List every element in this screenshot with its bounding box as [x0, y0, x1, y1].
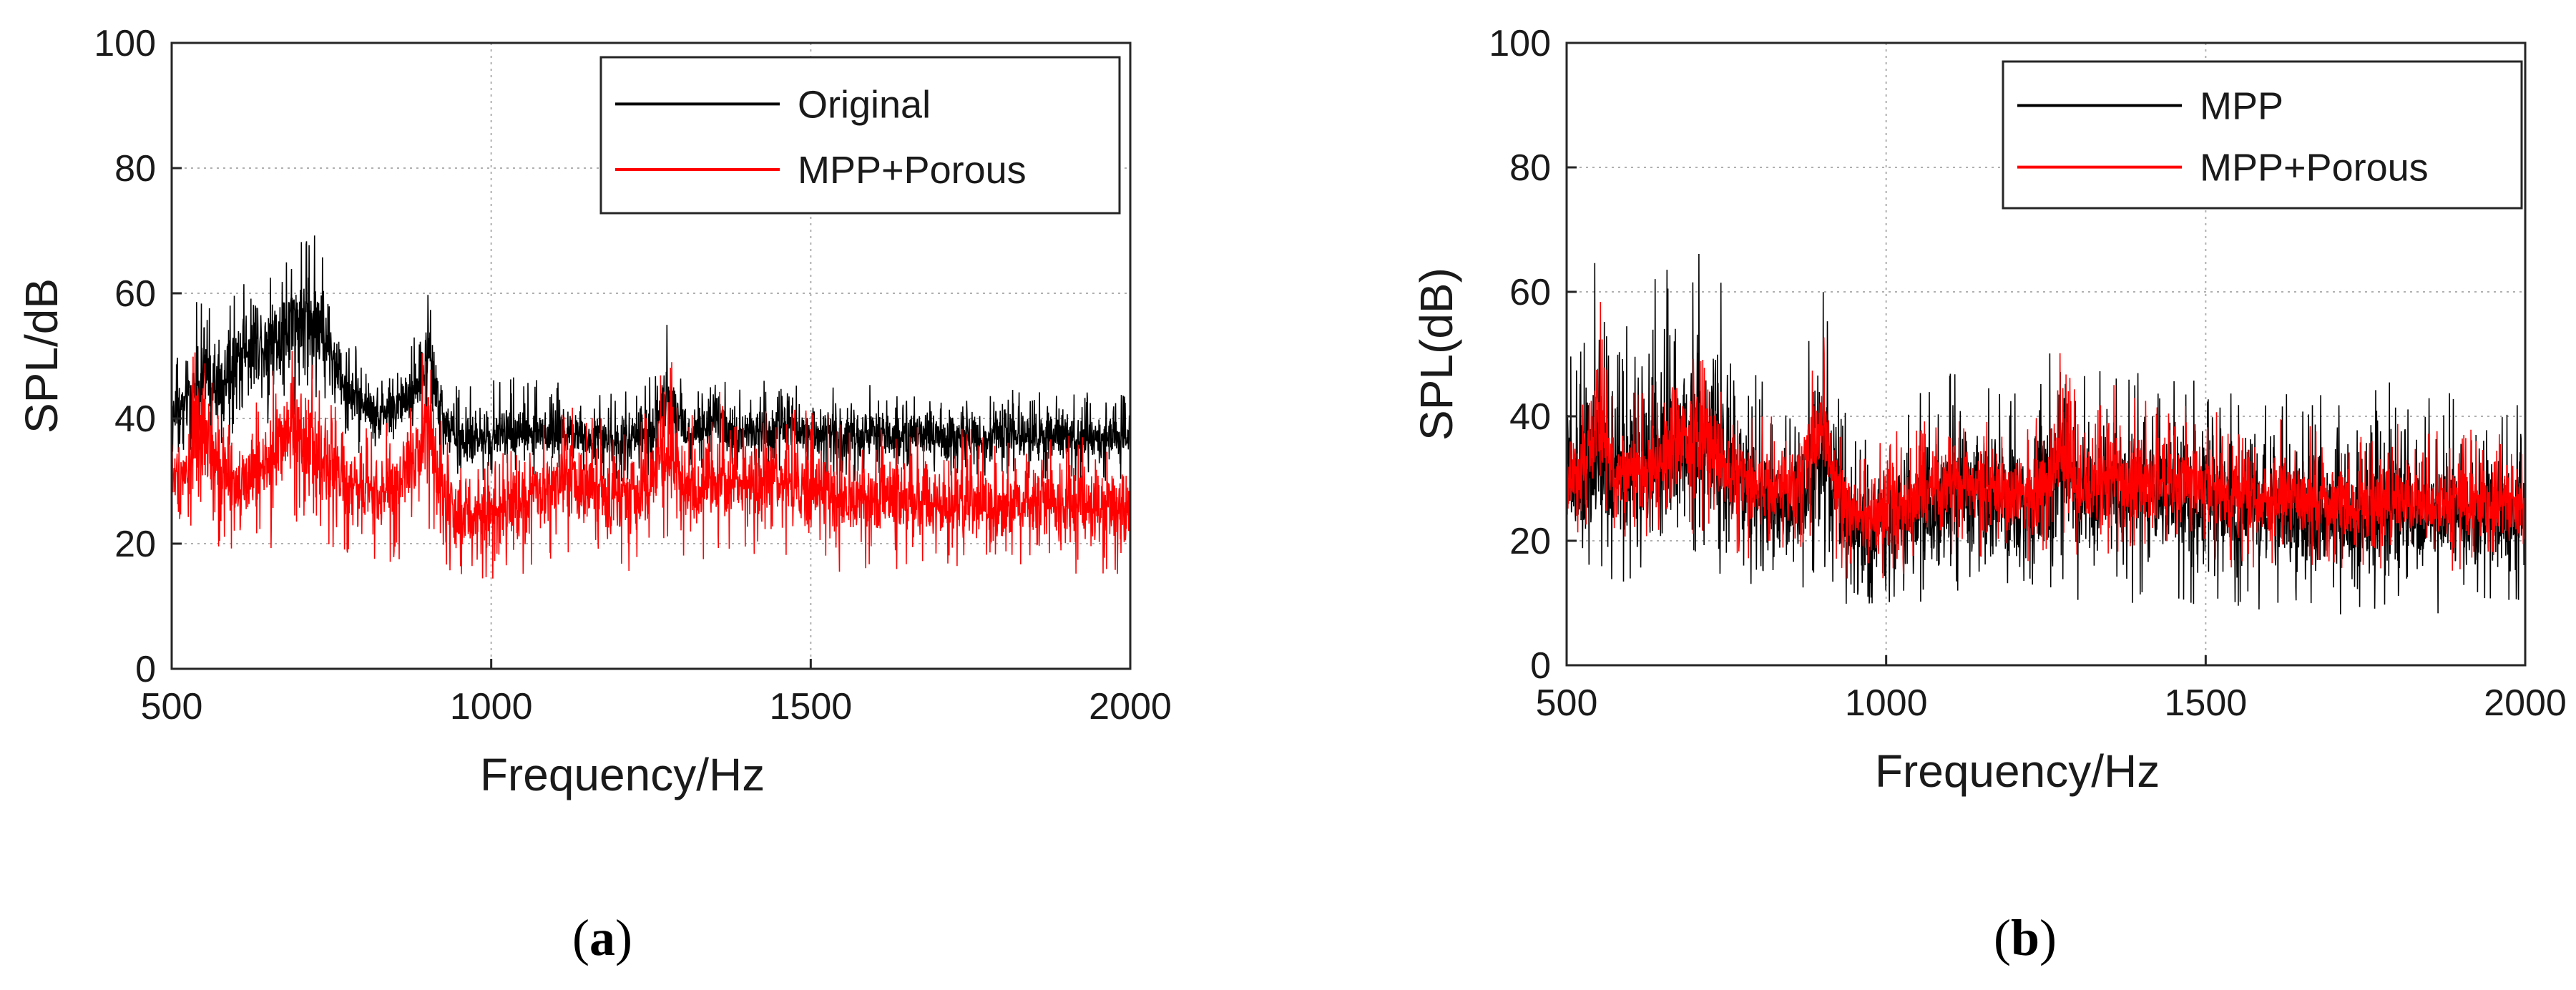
chart-a-ytick-label: 40 — [114, 398, 156, 440]
chart-a-legend-label: MPP+Porous — [798, 149, 1027, 192]
chart-a-xtick-label: 2000 — [1089, 686, 1172, 727]
caption-a-letter: a — [589, 909, 615, 966]
chart-b-ytick-label: 100 — [1489, 23, 1551, 64]
chart-b-ylabel: SPL(dB) — [1411, 268, 1462, 441]
chart-a-ytick-label: 80 — [114, 148, 156, 190]
chart-panel-b: 500 1000 1500 2000 0 20 40 60 80 100 Frequency/Hz S… — [1288, 0, 2576, 990]
chart-b-ytick-label: 60 — [1509, 272, 1551, 313]
chart-b-series-red-line — [1567, 301, 2525, 579]
chart-b-legend-label: MPP+Porous — [2200, 147, 2429, 190]
chart-a-xtick-label: 1000 — [450, 686, 533, 727]
chart-a-legend-box — [599, 56, 1121, 215]
caption-b-letter: b — [2010, 909, 2040, 966]
chart-b-ytick-label: 0 — [1530, 645, 1551, 687]
chart-b-legend: MPP MPP+Porous — [2002, 60, 2523, 210]
chart-b-ytick-label: 20 — [1509, 521, 1551, 562]
chart-a-legend-label: Original — [798, 83, 931, 126]
chart-b-axes-box — [1565, 41, 2527, 667]
chart-b-xtick-label: 500 — [1536, 682, 1598, 724]
chart-b-ytick-label: 80 — [1509, 147, 1551, 189]
caption-a: (a) — [572, 909, 632, 966]
chart-b-xtick-label: 2000 — [2484, 682, 2567, 724]
chart-a-svg: 500 1000 1500 2000 0 20 40 60 80 100 Frequency/Hz S… — [16, 23, 1172, 800]
chart-a-ytick-label: 0 — [135, 649, 156, 690]
chart-a-ytick-label: 100 — [94, 23, 156, 64]
chart-b-ytick-label: 40 — [1509, 396, 1551, 438]
chart-a-series-red-line — [172, 351, 1130, 579]
chart-panel-a: 500 1000 1500 2000 0 20 40 60 80 100 Frequency/Hz S… — [16, 23, 1172, 966]
chart-a-axes-box — [170, 41, 1132, 670]
chart-a-legend: Original MPP+Porous — [599, 56, 1121, 215]
chart-b-xtick-label: 1500 — [2164, 682, 2247, 724]
chart-b-svg: 500 1000 1500 2000 0 20 40 60 80 100 Frequency/Hz S… — [1411, 23, 2567, 797]
chart-b-legend-box — [2002, 60, 2523, 210]
chart-a-xtick-label: 1500 — [769, 686, 852, 727]
chart-a-xlabel: Frequency/Hz — [480, 749, 765, 800]
chart-a-xtick-label: 500 — [141, 686, 203, 727]
chart-a-ytick-label: 20 — [114, 524, 156, 565]
chart-b-xtick-label: 1000 — [1845, 682, 1928, 724]
chart-a-ytick-label: 60 — [114, 273, 156, 315]
chart-b-legend-label: MPP — [2200, 85, 2283, 128]
chart-a-ylabel: SPL/dB — [16, 278, 67, 433]
caption-b: (b) — [1994, 909, 2057, 966]
chart-b-xlabel: Frequency/Hz — [1875, 745, 2160, 797]
